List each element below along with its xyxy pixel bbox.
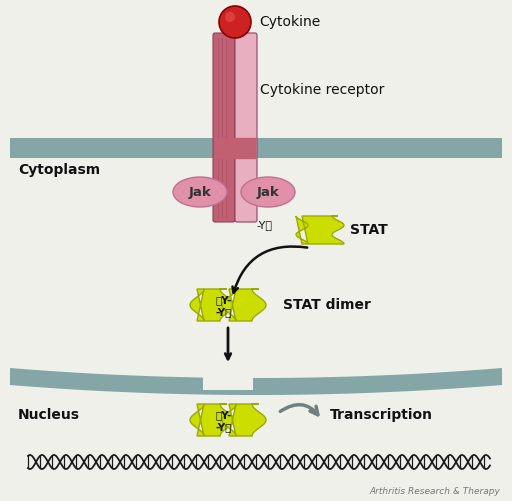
Text: ⓟY-: ⓟY-	[216, 410, 232, 420]
Text: Cytoplasm: Cytoplasm	[18, 163, 100, 177]
Text: Jak: Jak	[188, 185, 211, 198]
Polygon shape	[190, 289, 234, 321]
Ellipse shape	[241, 177, 295, 207]
Text: Cytokine: Cytokine	[259, 15, 320, 29]
Circle shape	[225, 12, 235, 22]
Text: Nucleus: Nucleus	[18, 408, 80, 422]
Text: ⓟY-: ⓟY-	[216, 295, 232, 305]
Text: STAT dimer: STAT dimer	[283, 298, 371, 312]
Polygon shape	[222, 289, 266, 321]
Polygon shape	[222, 404, 266, 436]
Circle shape	[219, 6, 251, 38]
Ellipse shape	[173, 177, 227, 207]
FancyBboxPatch shape	[213, 33, 235, 222]
Text: Transcription: Transcription	[330, 408, 433, 422]
Polygon shape	[10, 368, 502, 395]
Text: Arthritis Research & Therapy: Arthritis Research & Therapy	[369, 487, 500, 496]
Text: STAT: STAT	[350, 223, 388, 237]
Text: -Yⓟ: -Yⓟ	[256, 220, 272, 230]
FancyBboxPatch shape	[235, 33, 257, 222]
Polygon shape	[296, 216, 344, 244]
Polygon shape	[203, 363, 253, 390]
Text: -Yⓟ: -Yⓟ	[216, 422, 232, 432]
Polygon shape	[10, 138, 502, 158]
Text: Cytokine receptor: Cytokine receptor	[260, 83, 385, 97]
Text: -Yⓟ: -Yⓟ	[216, 307, 232, 317]
Polygon shape	[190, 404, 234, 436]
Text: Jak: Jak	[257, 185, 280, 198]
